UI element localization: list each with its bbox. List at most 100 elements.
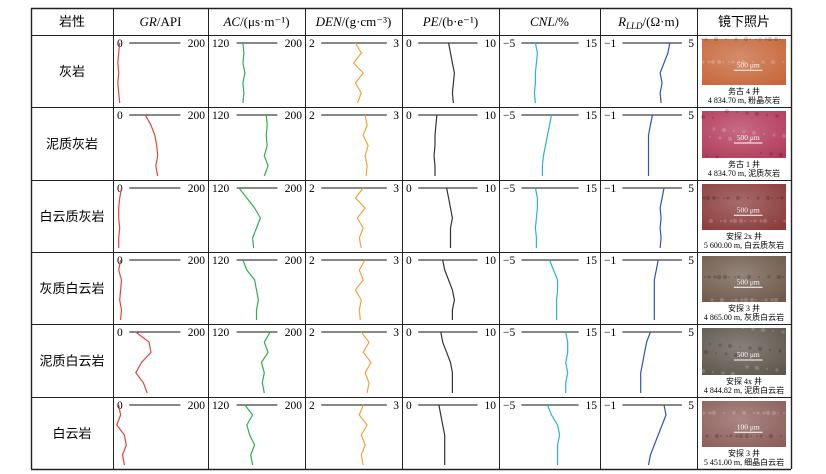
scale-max-label: 200 [188,400,206,412]
rock-type-label: 灰岩 [59,64,85,79]
log-track-pe: 0 10 [406,38,496,104]
scale-max-label: 200 [285,400,303,412]
scale-min-label: 0 [406,38,412,50]
log-track-cnl: −5 15 [503,183,597,248]
log-curve-pe [442,259,455,320]
scale-min-label: 120 [212,38,230,50]
scale-max-label: 5 [688,327,694,339]
header-pe: PE/(b·e⁻¹) [422,14,479,29]
scale-max-label: 3 [393,110,399,122]
scale-max-label: 3 [393,255,399,267]
log-curve-cnl [533,42,538,104]
scale-min-label: −1 [604,255,616,267]
scale-min-label: 2 [309,38,315,50]
scale-max-label: 10 [485,255,497,267]
scale-max-label: 5 [688,400,694,412]
table-grid [30,7,793,471]
log-curve-rlld [659,42,671,104]
scale-max-label: 200 [188,327,206,339]
scale-min-label: 2 [309,183,315,195]
scale-max-label: 5 [688,255,694,267]
log-track-rlld: −1 5 [604,327,694,393]
log-track-cnl: −5 15 [503,38,598,104]
photo-caption-well: 安探 2x 井 [726,231,762,241]
scale-min-label: 120 [212,110,230,122]
header-cnl: CNL/% [530,14,569,29]
log-track-rlld: −1 5 [604,183,694,249]
scale-min-label: −5 [503,255,515,267]
micro-photo: 500 μm [700,327,786,377]
log-track-ac: 120 200 [212,255,302,320]
scale-min-label: 120 [212,255,230,267]
scale-min-label: −5 [503,38,515,50]
scale-min-label: −1 [604,400,616,412]
photo-scale-label: 500 μm [737,278,760,287]
log-curve-cnl [565,331,569,393]
scale-min-label: 0 [117,110,123,122]
scale-max-label: 10 [485,183,497,195]
photo-caption-depth: 5 600.00 m, 白云质灰岩 [704,240,784,250]
scale-min-label: 0 [117,400,123,412]
rock-type-label: 白云质灰岩 [39,209,104,224]
log-curve-rlld [640,331,651,393]
photo-scale-label: 100 μm [737,423,760,432]
log-track-ac: 120 200 [212,400,303,466]
header-rock-type: 岩性 [59,14,85,29]
log-track-cnl: −5 15 [503,327,597,393]
scale-max-label: 15 [586,327,598,339]
log-curve-cnl [541,114,553,176]
log-track-pe: 0 10 [406,110,496,176]
log-curve-den [362,114,369,177]
scale-max-label: 15 [586,38,598,50]
log-track-gr: 0 200 [117,327,206,394]
scale-min-label: 2 [309,400,315,412]
log-curve-pe [440,331,453,393]
scale-max-label: 200 [188,183,206,195]
scale-max-label: 3 [393,400,399,412]
scale-min-label: −5 [503,400,515,412]
log-curve-pe [433,114,438,176]
scale-max-label: 3 [393,183,399,195]
photo-caption-well: 安探 4x 井 [726,376,762,386]
scale-min-label: 2 [309,255,315,267]
photo-scale-label: 500 μm [737,133,760,142]
photo-caption-depth: 5 451.00 m, 细晶白云岩 [704,457,784,467]
scale-min-label: 120 [212,327,230,339]
log-track-pe: 0 10 [406,183,496,248]
log-curve-rlld [647,114,653,176]
log-curve-gr [118,259,123,321]
log-curve-den [354,259,366,321]
scale-max-label: 200 [285,183,303,195]
photo-scale-label: 500 μm [737,206,760,215]
scale-min-label: 0 [117,327,123,339]
scale-min-label: 0 [406,255,412,267]
scale-min-label: −5 [503,110,515,122]
log-track-cnl: −5 15 [503,110,597,176]
log-track-ac: 120 200 [212,38,302,104]
log-track-rlld: −1 5 [604,38,694,104]
scale-min-label: 120 [212,400,230,412]
scale-max-label: 5 [688,183,694,195]
scale-max-label: 15 [586,255,598,267]
scale-max-label: 200 [285,327,303,339]
scale-min-label: −1 [604,183,616,195]
scale-min-label: 2 [309,327,315,339]
rock-type-label: 灰质白云岩 [39,281,104,296]
photo-caption-well: 安探 3 井 [728,448,760,458]
scale-max-label: 3 [393,327,399,339]
scale-max-label: 200 [188,110,206,122]
scale-max-label: 10 [485,400,497,412]
photo-caption-well: 务古 4 井 [728,86,760,96]
log-curve-cnl [546,404,561,465]
log-curve-ac [244,404,256,466]
scale-max-label: 200 [188,255,206,267]
log-track-rlld: −1 5 [604,255,694,320]
scale-max-label: 15 [586,110,598,122]
log-curve-gr [144,114,159,177]
log-track-ac: 120 200 [212,327,303,394]
log-curve-gr [135,331,152,394]
